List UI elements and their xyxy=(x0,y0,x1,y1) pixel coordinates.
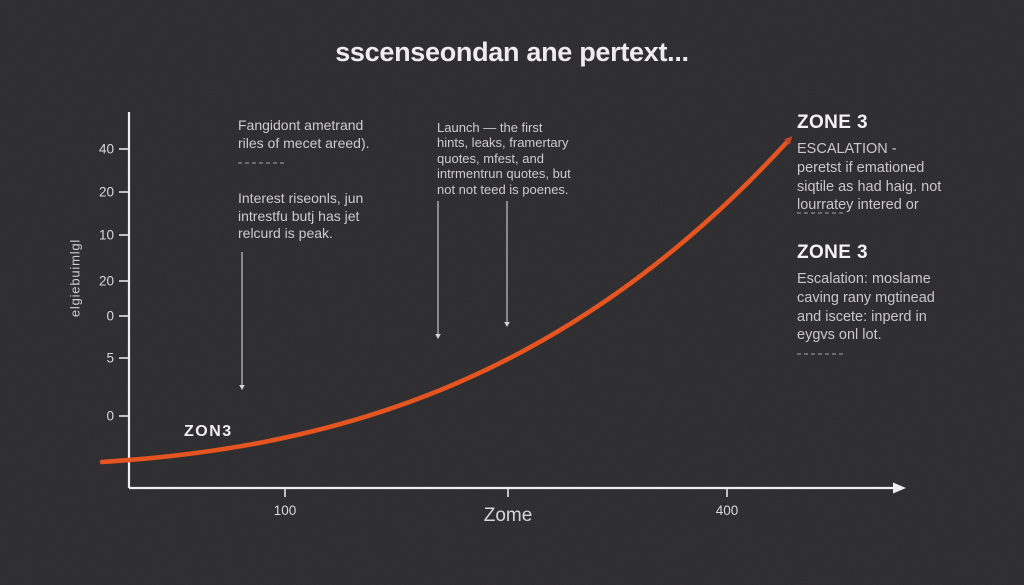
zone3-lower-heading: ZONE 3 xyxy=(797,242,869,263)
svg-text:100: 100 xyxy=(274,503,297,518)
svg-text:40: 40 xyxy=(99,142,114,157)
zone3-upper-heading: ZONE 3 xyxy=(797,112,869,133)
zone3-block-lower: ZONE 3 Escalation: moslame caving rany m… xyxy=(797,242,967,345)
annotation-middle-launch: Launch — the first hints, leaks, framert… xyxy=(437,120,571,197)
zone3-lower-body: Escalation: moslame caving rany mgtinead… xyxy=(797,271,935,344)
pointer-arrowhead-icon xyxy=(504,322,510,327)
pointer-arrowhead-icon xyxy=(435,334,441,339)
svg-text:400: 400 xyxy=(716,503,739,518)
svg-text:0: 0 xyxy=(106,309,114,324)
annotation-left-top: Fangidont ametrand riles of mecet areed)… xyxy=(238,117,370,151)
svg-text:20: 20 xyxy=(99,185,114,200)
x-axis-title: Zome xyxy=(483,505,533,526)
zone3-block-upper: ZONE 3 ESCALATION - peretst if emationed… xyxy=(797,112,967,215)
annotation-left-mid: Interest riseonls, jun intrestfu butj ha… xyxy=(238,190,364,241)
svg-text:0: 0 xyxy=(106,409,114,424)
svg-text:5: 5 xyxy=(106,351,114,366)
y-ticks: 40 20 10 20 0 5 0 xyxy=(99,142,129,424)
pointer-arrowhead-icon xyxy=(239,385,245,390)
svg-text:20: 20 xyxy=(99,274,114,289)
svg-text:10: 10 xyxy=(99,228,114,243)
y-axis-title: elgiebuimlgl xyxy=(67,238,83,318)
x-axis-arrowhead-icon xyxy=(893,482,906,494)
zone3-upper-body: ESCALATION - peretst if emationed siqtil… xyxy=(797,141,942,214)
curve-label-zon3: ZON3 xyxy=(184,423,233,440)
